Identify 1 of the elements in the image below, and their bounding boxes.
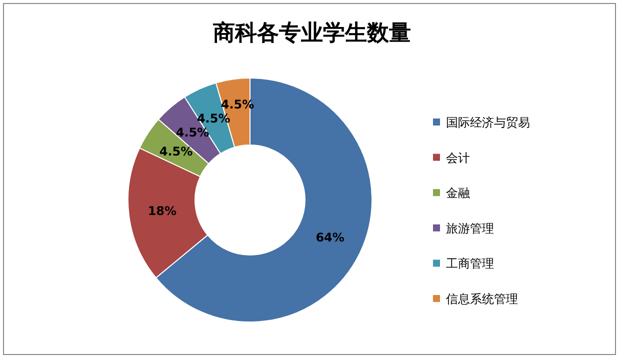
title: 商科各专业学生数量 <box>213 20 411 46</box>
